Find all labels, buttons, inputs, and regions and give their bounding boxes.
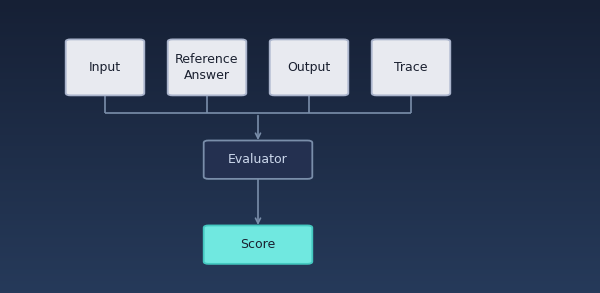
Text: Trace: Trace <box>394 61 428 74</box>
FancyBboxPatch shape <box>65 40 144 96</box>
Text: Evaluator: Evaluator <box>228 153 288 166</box>
FancyBboxPatch shape <box>270 40 348 96</box>
FancyBboxPatch shape <box>204 141 312 179</box>
Text: Reference
Answer: Reference Answer <box>175 53 239 82</box>
Text: Score: Score <box>241 238 275 251</box>
Text: Input: Input <box>89 61 121 74</box>
Text: Output: Output <box>287 61 331 74</box>
FancyBboxPatch shape <box>372 40 450 96</box>
FancyBboxPatch shape <box>168 40 246 96</box>
FancyBboxPatch shape <box>204 226 312 264</box>
